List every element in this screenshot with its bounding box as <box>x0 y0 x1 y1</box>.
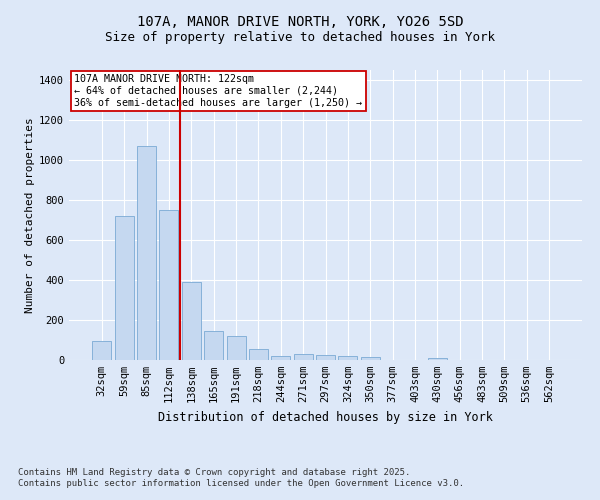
Bar <box>204 331 223 360</box>
Bar <box>271 356 290 360</box>
X-axis label: Distribution of detached houses by size in York: Distribution of detached houses by size … <box>158 410 493 424</box>
Text: Contains public sector information licensed under the Open Government Licence v3: Contains public sector information licen… <box>18 479 464 488</box>
Bar <box>160 210 178 360</box>
Y-axis label: Number of detached properties: Number of detached properties <box>25 117 35 313</box>
Bar <box>361 357 380 360</box>
Text: 107A, MANOR DRIVE NORTH, YORK, YO26 5SD: 107A, MANOR DRIVE NORTH, YORK, YO26 5SD <box>137 16 463 30</box>
Bar <box>227 336 245 360</box>
Text: 107A MANOR DRIVE NORTH: 122sqm
← 64% of detached houses are smaller (2,244)
36% : 107A MANOR DRIVE NORTH: 122sqm ← 64% of … <box>74 74 362 108</box>
Bar <box>316 355 335 360</box>
Bar <box>137 146 156 360</box>
Bar <box>428 358 447 360</box>
Bar <box>293 354 313 360</box>
Bar <box>249 349 268 360</box>
Text: Size of property relative to detached houses in York: Size of property relative to detached ho… <box>105 31 495 44</box>
Bar <box>115 216 134 360</box>
Bar <box>92 341 112 360</box>
Text: Contains HM Land Registry data © Crown copyright and database right 2025.: Contains HM Land Registry data © Crown c… <box>18 468 410 477</box>
Bar <box>338 356 358 360</box>
Bar <box>182 282 201 360</box>
